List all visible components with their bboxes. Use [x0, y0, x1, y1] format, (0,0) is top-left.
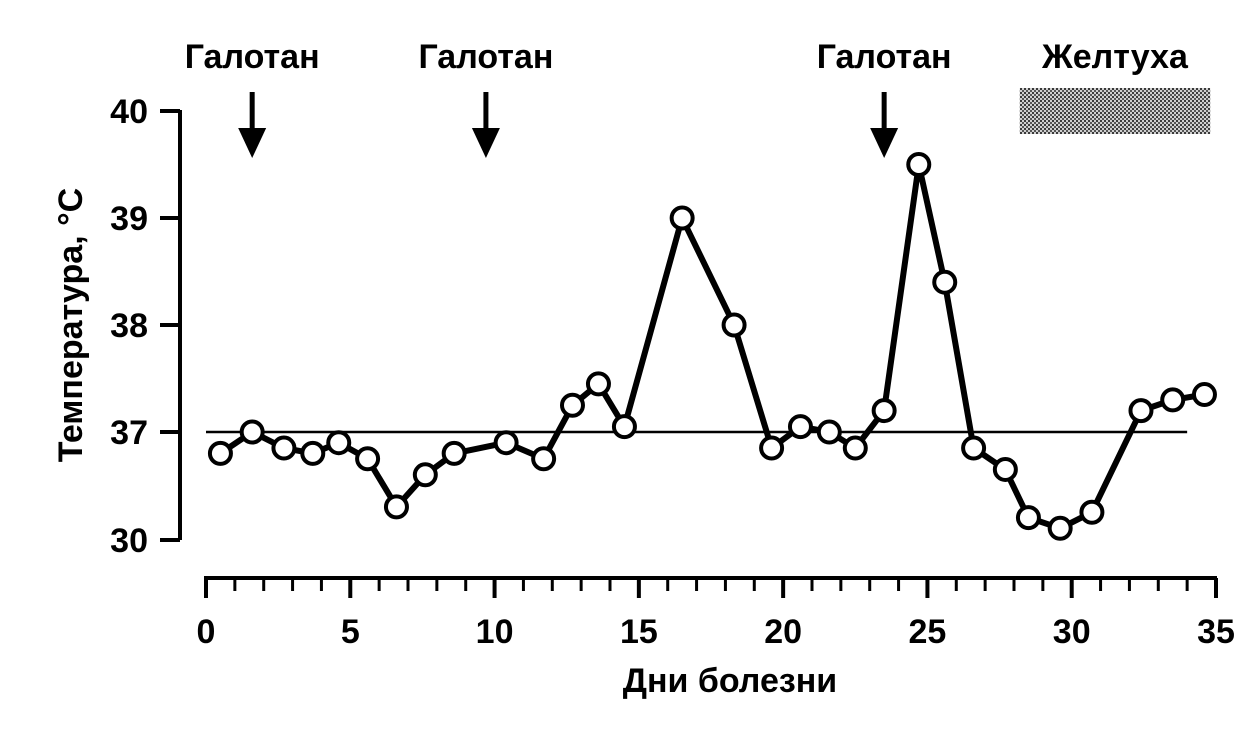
data-point [300, 440, 326, 466]
data-point [1191, 382, 1217, 408]
data-point [669, 205, 695, 231]
data-point [207, 440, 233, 466]
x-tick-label: 25 [909, 613, 947, 651]
y-tick-label: 39 [110, 200, 148, 238]
data-point [961, 435, 987, 461]
data-point [816, 419, 842, 445]
data-point [842, 435, 868, 461]
jaundice-label: Желтуха [1041, 38, 1189, 76]
data-point [759, 435, 785, 461]
data-point [721, 312, 747, 338]
data-point [441, 440, 467, 466]
data-point [1160, 387, 1186, 413]
annotations: Галотан Галотан Галотан Желтуха [185, 38, 1211, 158]
x-axis-ticks: 0 5 10 15 20 25 30 35 [197, 578, 1235, 651]
data-point [585, 371, 611, 397]
data-point [239, 419, 265, 445]
data-point [383, 494, 409, 520]
data-point [932, 269, 958, 295]
data-point [412, 462, 438, 488]
data-point [1128, 398, 1154, 424]
data-point [1047, 515, 1073, 541]
x-tick-label: 35 [1197, 613, 1235, 651]
y-axis-title: Температура, °С [52, 188, 90, 463]
y-tick-label: 30 [110, 522, 148, 560]
x-tick-label: 10 [476, 613, 514, 651]
y-tick-label: 40 [110, 93, 148, 131]
series-line [217, 161, 1208, 532]
data-point [906, 152, 932, 177]
data-point [493, 430, 519, 456]
x-tick-label: 0 [197, 613, 216, 651]
y-tick-label: 37 [110, 414, 148, 452]
galotan-arrow-head [471, 128, 500, 158]
data-point [355, 446, 381, 472]
data-point [1079, 499, 1105, 525]
galotan-arrow-head [238, 128, 267, 158]
galotan-label: Галотан [418, 38, 553, 76]
data-point [871, 398, 897, 424]
data-point [559, 392, 585, 418]
x-tick-label: 15 [620, 613, 658, 651]
x-axis-title: Дни болезни [623, 662, 837, 700]
data-point [1015, 505, 1041, 531]
data-point [992, 456, 1018, 482]
data-point [271, 435, 297, 461]
galotan-label: Галотан [817, 38, 952, 76]
series-points [207, 152, 1217, 541]
y-tick-label: 38 [110, 307, 148, 345]
data-point [531, 446, 557, 472]
x-tick-label: 20 [764, 613, 802, 651]
y-axis-ticks: 30 37 38 39 40 [110, 93, 180, 560]
data-point [611, 414, 637, 440]
jaundice-band [1019, 88, 1211, 134]
galotan-arrow-head [870, 128, 899, 158]
galotan-label: Галотан [185, 38, 320, 76]
data-point [326, 430, 352, 456]
data-point [787, 414, 813, 440]
x-tick-label: 5 [341, 613, 360, 651]
x-tick-label: 30 [1053, 613, 1091, 651]
